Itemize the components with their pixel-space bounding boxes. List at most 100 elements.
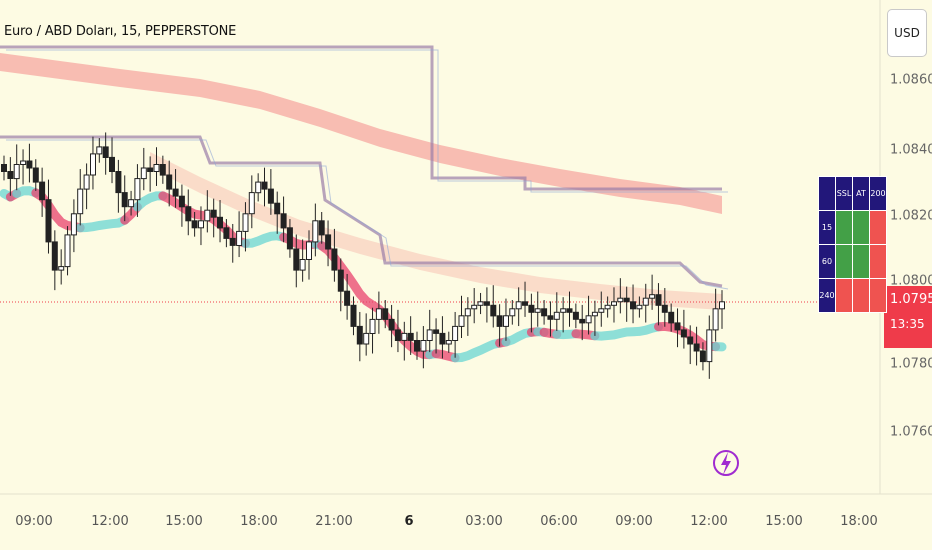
header-at: AT	[852, 176, 870, 211]
candle-body	[318, 220, 325, 236]
candle-body	[572, 311, 579, 320]
timeframe-label: 60	[818, 244, 836, 279]
candle-body	[668, 311, 675, 324]
x-tick: 15:00	[165, 514, 203, 529]
ma-ribbon-segment	[317, 241, 435, 360]
bar-countdown: 13:35	[890, 317, 925, 331]
candle-body	[128, 199, 135, 208]
candle-body	[445, 340, 452, 345]
candle-body	[134, 178, 141, 201]
signal-cell	[835, 244, 853, 279]
candle-body	[560, 308, 567, 313]
lightning-bolt-icon[interactable]	[711, 442, 741, 482]
ma-ribbon-segment	[241, 231, 289, 248]
candle-body	[483, 301, 490, 306]
x-tick: 12:00	[690, 514, 728, 529]
currency-button[interactable]: USD	[887, 9, 927, 57]
candle-body	[77, 188, 84, 215]
header-200: 200	[869, 176, 887, 211]
candle-body	[528, 304, 535, 313]
candle-body	[64, 234, 71, 268]
candle-body	[585, 315, 592, 324]
chart-title: Euro / ABD Doları, 15, PEPPERSTONE	[4, 24, 237, 39]
candle-body	[369, 318, 376, 334]
candle-body	[477, 301, 484, 306]
candle-body	[1, 164, 7, 172]
signal-table: SSL AT 200 15 60 240	[818, 176, 887, 313]
timeframe-label: 15	[818, 210, 836, 245]
candle-body	[229, 237, 236, 246]
candle-body	[604, 304, 611, 310]
candle-body	[687, 336, 694, 345]
candle-body	[553, 311, 560, 320]
ma-ribbon-segment	[590, 322, 663, 341]
candle-body	[7, 171, 14, 179]
candle-body	[598, 308, 605, 313]
candle-body	[630, 301, 636, 310]
ma-ribbon-segment	[158, 191, 250, 248]
level-line	[0, 45, 722, 191]
candle-body	[649, 294, 656, 299]
candle-body	[719, 301, 725, 310]
candle-body	[32, 167, 39, 183]
timeframe-label: 240	[818, 278, 836, 313]
candle-body	[261, 181, 268, 190]
candle-body	[344, 290, 351, 306]
candle-body	[13, 164, 20, 180]
ma-ribbon-segment	[75, 215, 130, 233]
table-corner-cell	[818, 176, 836, 211]
trend-band-upper	[0, 53, 722, 214]
x-tick: 15:00	[765, 514, 803, 529]
candle-body	[102, 146, 109, 158]
candle-body	[534, 308, 541, 313]
candle-body	[503, 315, 509, 327]
candle-body	[636, 304, 643, 310]
candle-body	[299, 259, 306, 271]
y-tick: 1.07800	[890, 356, 932, 372]
x-tick: 21:00	[315, 514, 353, 529]
x-tick: 12:00	[91, 514, 129, 529]
x-tick: 18:00	[840, 514, 878, 529]
candle-body	[210, 209, 217, 218]
signal-cell	[869, 244, 887, 279]
candle-body	[45, 199, 52, 243]
signal-table-header: SSL AT 200	[818, 176, 887, 211]
candle-body	[350, 304, 357, 327]
candle-body	[693, 343, 700, 352]
y-tick: 1.08200	[890, 208, 932, 224]
signal-cell	[852, 244, 870, 279]
candle-body	[382, 308, 389, 320]
candle-body	[706, 329, 713, 363]
candle-body	[90, 153, 96, 176]
candle-body	[236, 230, 243, 246]
candle-body	[388, 318, 395, 331]
x-tick: 18:00	[240, 514, 278, 529]
candle-body	[274, 202, 281, 215]
signal-cell	[869, 278, 887, 313]
candle-body	[153, 164, 160, 172]
level-line	[0, 135, 723, 288]
candle-body	[522, 301, 528, 306]
signal-cell	[852, 210, 870, 245]
candle-body	[414, 340, 420, 352]
x-tick: 09:00	[615, 514, 653, 529]
candle-body	[286, 227, 293, 250]
candle-body	[39, 181, 46, 201]
candle-body	[420, 340, 427, 352]
candle-body	[623, 297, 630, 303]
candle-body	[280, 213, 287, 229]
candle-body	[661, 304, 668, 313]
x-tick: 06:00	[540, 514, 578, 529]
candle-body	[293, 248, 300, 271]
candle-body	[547, 315, 554, 320]
x-tick-day: 6	[404, 514, 414, 529]
candle-body	[204, 209, 211, 222]
candle-body	[439, 332, 446, 345]
candle-body	[496, 315, 503, 327]
signal-row: 15	[818, 210, 887, 245]
candle-body	[452, 325, 459, 341]
candle-body	[458, 315, 465, 327]
candle-body	[20, 160, 27, 165]
candle-body	[140, 167, 147, 180]
